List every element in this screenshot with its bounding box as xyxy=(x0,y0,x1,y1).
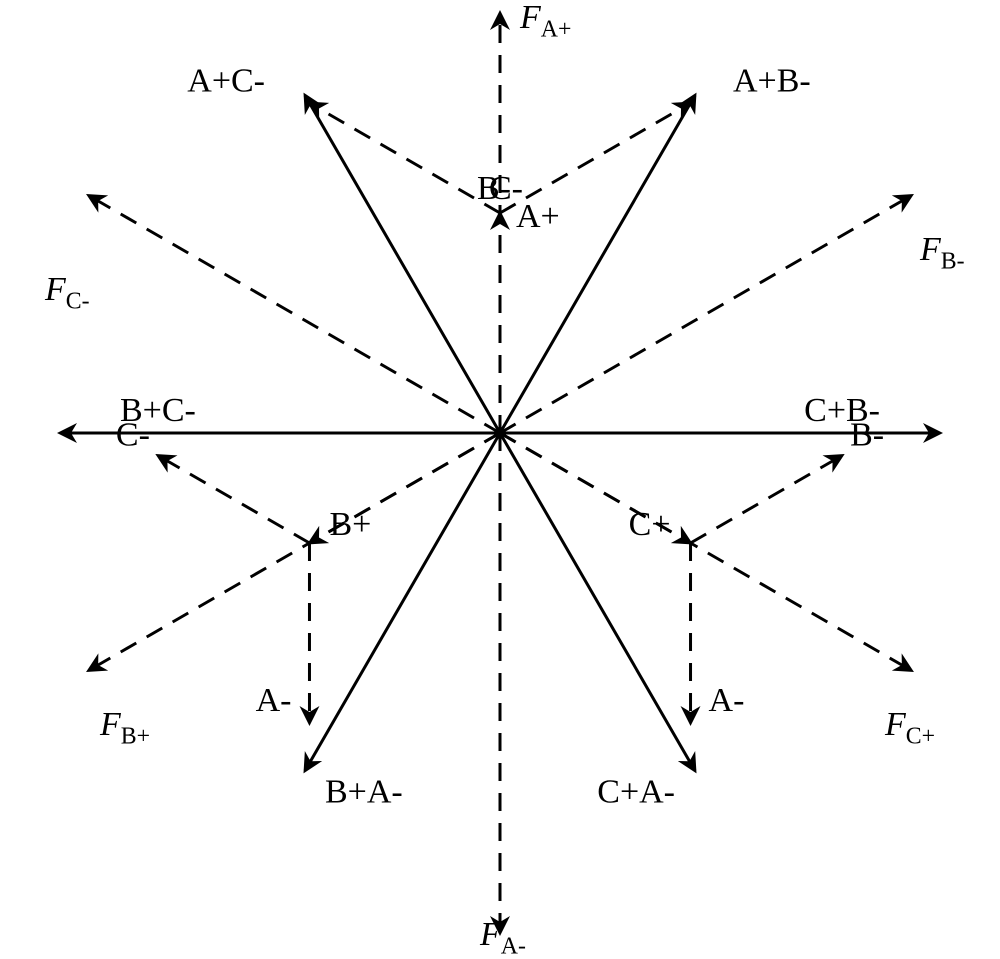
tail-B-minus-right xyxy=(691,456,843,544)
res-BA xyxy=(305,433,500,771)
comp-B-minus-upper xyxy=(500,103,691,213)
lbl-FA-plus: FA+ xyxy=(519,0,571,43)
res-AC xyxy=(305,95,500,433)
tail-A-minus-right-label: A- xyxy=(709,682,745,719)
comp-C-minus-upper xyxy=(309,103,500,213)
lbl-FC-plus: FC+ xyxy=(884,706,935,750)
comp-C-minus-upper-label: C- xyxy=(489,170,523,207)
res-AB-label: A+B- xyxy=(733,62,811,99)
lbl-FC-minus: FC- xyxy=(44,271,90,315)
tail-C-minus-left-label: C- xyxy=(116,417,150,454)
vector-diagram: A+B-A+C-B+C-B+A-C+A-C+B-A+B-C-B+C+A-A-C-… xyxy=(0,0,1000,959)
lbl-FA-minus: FA- xyxy=(479,916,526,959)
lbl-FB-plus: FB+ xyxy=(99,706,150,750)
res-AC-label: A+C- xyxy=(187,62,265,99)
comp-B-plus-label: B+ xyxy=(329,506,371,543)
res-BA-label: B+A- xyxy=(325,774,403,811)
tail-A-minus-left-label: A- xyxy=(256,682,292,719)
res-AB xyxy=(500,95,695,433)
comp-C-plus-label: C+ xyxy=(629,506,671,543)
lbl-FB-minus: FB- xyxy=(919,231,965,275)
res-CA-label: C+A- xyxy=(597,774,675,811)
tail-B-minus-right-label: B- xyxy=(850,417,884,454)
tail-C-minus-left xyxy=(158,456,310,544)
res-CA xyxy=(500,433,695,771)
